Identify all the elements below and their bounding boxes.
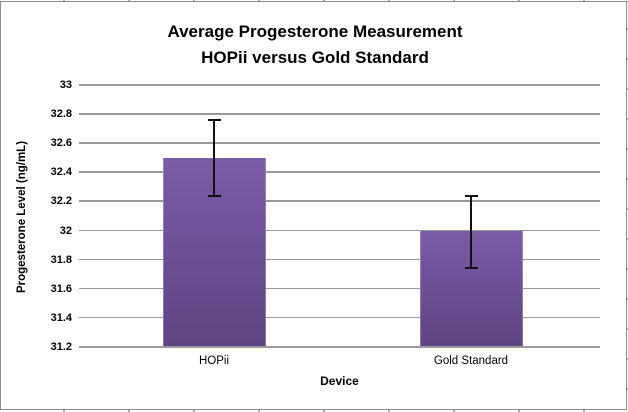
error-bar-cap-top: [207, 118, 221, 121]
category-label-hopii: HOPii: [198, 355, 230, 367]
chart-title-line-2: HOPii versus Gold Standard: [201, 48, 429, 67]
error-bar-line: [470, 195, 472, 269]
gridline: [79, 258, 600, 261]
category-label-gold-standard: Gold Standard: [433, 355, 509, 367]
x-axis-line: [79, 346, 600, 348]
gridline: [79, 84, 600, 86]
x-axis-title: Device: [320, 374, 359, 388]
y-axis-tick-label: 32: [59, 224, 72, 237]
error-bar-line: [213, 119, 215, 196]
error-bar-cap-bottom: [464, 267, 478, 270]
y-axis-tick-label: 31.2: [50, 341, 72, 353]
y-axis-tick-label: 32.2: [50, 195, 72, 208]
y-axis-tick-label: 33: [59, 79, 72, 91]
gridline: [79, 171, 600, 173]
error-bar-cap-bottom: [207, 194, 221, 197]
y-axis-tick-label: 31.4: [50, 311, 72, 324]
gridline: [79, 113, 600, 115]
chart-title-line-1: Average Progesterone Measurement: [167, 22, 463, 41]
y-axis-tick-label: 31.8: [50, 253, 72, 266]
sheet-column-gridlines-bottom: [0, 409, 628, 412]
y-axis-tick-label: 32.4: [50, 166, 72, 179]
y-axis-tick-label: 32.8: [50, 108, 72, 121]
gridline: [79, 287, 600, 290]
y-axis-tick-label: 32.6: [50, 137, 72, 150]
gridline: [79, 229, 600, 232]
y-axis-tick-label: 31.6: [50, 282, 72, 295]
gridline: [79, 200, 600, 202]
error-bar-cap-top: [464, 194, 478, 197]
gridline: [79, 142, 600, 144]
gridline: [79, 316, 600, 319]
